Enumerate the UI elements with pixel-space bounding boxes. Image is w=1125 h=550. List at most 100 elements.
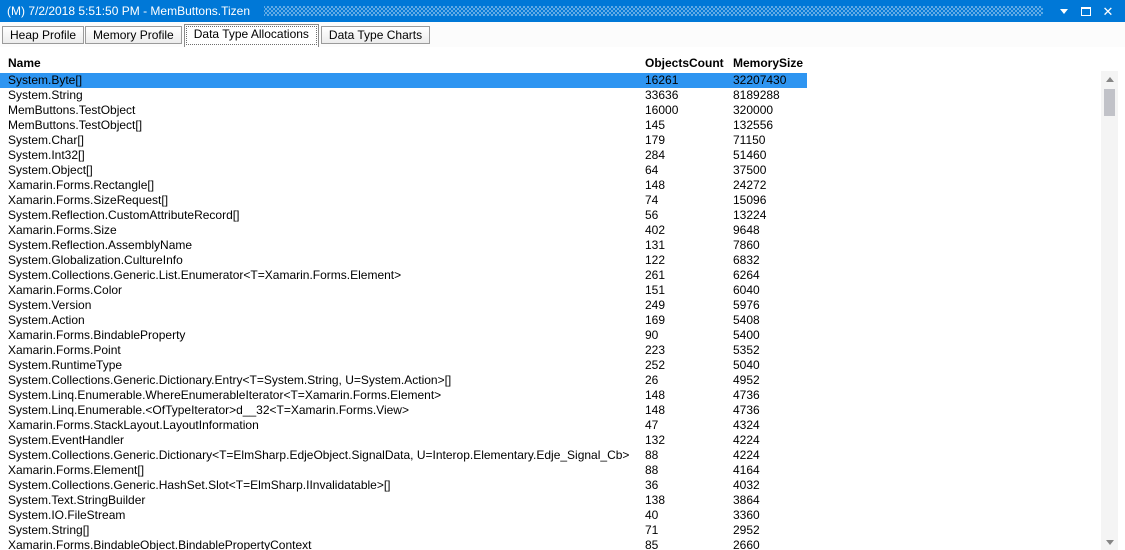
cell-objects-count: 148 — [645, 178, 666, 192]
table-row[interactable]: System.Reflection.CustomAttributeRecord[… — [0, 208, 807, 223]
close-button[interactable]: ✕ — [1097, 0, 1119, 22]
table-row[interactable]: System.Collections.Generic.Dictionary.En… — [0, 373, 807, 388]
table-row[interactable]: System.IO.FileStream 40 3360 — [0, 508, 807, 523]
cell-memory-size: 132556 — [733, 118, 774, 132]
cell-memory-size: 4164 — [733, 463, 760, 477]
cell-name: Xamarin.Forms.BindableObject.BindablePro… — [8, 538, 312, 550]
table-row[interactable]: System.Action 169 5408 — [0, 313, 807, 328]
tab-heap-profile[interactable]: Heap Profile — [2, 26, 85, 44]
table-row[interactable]: Xamarin.Forms.Point 223 5352 — [0, 343, 807, 358]
chevron-down-icon — [1060, 8, 1068, 14]
table-row[interactable]: System.Reflection.AssemblyName 131 7860 — [0, 238, 807, 253]
cell-memory-size: 37500 — [733, 163, 767, 177]
cell-objects-count: 85 — [645, 538, 659, 550]
table-row[interactable]: System.String 33636 8189288 — [0, 88, 807, 103]
cell-objects-count: 16261 — [645, 73, 679, 87]
cell-name: System.Linq.Enumerable.WhereEnumerableIt… — [8, 388, 442, 402]
cell-name: Xamarin.Forms.BindableProperty — [8, 328, 186, 342]
cell-memory-size: 51460 — [733, 148, 767, 162]
scroll-down-button[interactable] — [1101, 534, 1118, 550]
cell-memory-size: 4736 — [733, 388, 760, 402]
cell-objects-count: 64 — [645, 163, 659, 177]
table-row[interactable]: Xamarin.Forms.BindableProperty 90 5400 — [0, 328, 807, 343]
table-body: System.Byte[] 16261 32207430 System.String 3… — [0, 73, 1125, 550]
cell-memory-size: 8189288 — [733, 88, 780, 102]
table-row[interactable]: System.Text.StringBuilder 138 3864 — [0, 493, 807, 508]
table-row[interactable]: System.Char[] 179 71150 — [0, 133, 807, 148]
column-header-name[interactable]: Name — [8, 56, 41, 70]
scroll-up-button[interactable] — [1101, 71, 1118, 87]
cell-objects-count: 40 — [645, 508, 659, 522]
table-row[interactable]: System.Object[] 64 37500 — [0, 163, 807, 178]
table-row[interactable]: System.Linq.Enumerable.<OfTypeIterator>d… — [0, 403, 807, 418]
cell-memory-size: 4952 — [733, 373, 760, 387]
content-area: Name ObjectsCount MemorySize System.Byte[]… — [0, 53, 1125, 550]
cell-memory-size: 7860 — [733, 238, 760, 252]
maximize-button[interactable] — [1075, 0, 1097, 22]
cell-memory-size: 9648 — [733, 223, 760, 237]
cell-name: System.Version — [8, 298, 92, 312]
cell-objects-count: 261 — [645, 268, 666, 282]
column-header-memory-size[interactable]: MemorySize — [733, 56, 804, 70]
table-row[interactable]: System.Version 249 5976 — [0, 298, 807, 313]
cell-objects-count: 223 — [645, 343, 666, 357]
cell-objects-count: 284 — [645, 148, 666, 162]
table-row[interactable]: Xamarin.Forms.StackLayout.LayoutInformat… — [0, 418, 807, 433]
table-row[interactable]: System.RuntimeType 252 5040 — [0, 358, 807, 373]
table-row[interactable]: Xamarin.Forms.Color 151 6040 — [0, 283, 807, 298]
title-bar[interactable]: (M) 7/2/2018 5:51:50 PM - MemButtons.Tiz… — [0, 0, 1125, 22]
scroll-up-icon — [1105, 76, 1114, 82]
cell-name: System.Collections.Generic.HashSet.Slot<… — [8, 478, 391, 492]
cell-memory-size: 5408 — [733, 313, 760, 327]
column-header-objects-count[interactable]: ObjectsCount — [645, 56, 724, 70]
table-header: Name ObjectsCount MemorySize — [0, 53, 807, 73]
cell-memory-size: 4224 — [733, 433, 760, 447]
table-row[interactable]: System.Collections.Generic.Dictionary<T=… — [0, 448, 807, 463]
cell-memory-size: 4324 — [733, 418, 760, 432]
table-row[interactable]: System.Linq.Enumerable.WhereEnumerableIt… — [0, 388, 807, 403]
table-row[interactable]: System.String[] 71 2952 — [0, 523, 807, 538]
cell-objects-count: 252 — [645, 358, 666, 372]
cell-memory-size: 5400 — [733, 328, 760, 342]
tab-data-type-charts[interactable]: Data Type Charts — [320, 26, 431, 44]
titlebar-grip-dots — [264, 6, 1043, 16]
cell-objects-count: 88 — [645, 463, 659, 477]
cell-name: MemButtons.TestObject[] — [8, 118, 143, 132]
cell-memory-size: 5352 — [733, 343, 760, 357]
cell-objects-count: 90 — [645, 328, 659, 342]
vertical-scrollbar[interactable] — [1101, 71, 1118, 550]
table-row[interactable]: System.Byte[] 16261 32207430 — [0, 73, 807, 88]
table-row[interactable]: Xamarin.Forms.BindableObject.BindablePro… — [0, 538, 807, 550]
table-row[interactable]: Xamarin.Forms.Size 402 9648 — [0, 223, 807, 238]
cell-memory-size: 4032 — [733, 478, 760, 492]
table-row[interactable]: System.Collections.Generic.List.Enumerat… — [0, 268, 807, 283]
cell-name: Xamarin.Forms.StackLayout.LayoutInformat… — [8, 418, 259, 432]
cell-name: System.String — [8, 88, 83, 102]
table-row[interactable]: MemButtons.TestObject 16000 320000 — [0, 103, 807, 118]
table-row[interactable]: System.Collections.Generic.HashSet.Slot<… — [0, 478, 807, 493]
table-row[interactable]: Xamarin.Forms.Element[] 88 4164 — [0, 463, 807, 478]
table-row[interactable]: System.Globalization.CultureInfo 122 6832 — [0, 253, 807, 268]
cell-name: Xamarin.Forms.Rectangle[] — [8, 178, 155, 192]
cell-name: System.EventHandler — [8, 433, 125, 447]
window-title: (M) 7/2/2018 5:51:50 PM - MemButtons.Tiz… — [7, 4, 250, 18]
cell-objects-count: 47 — [645, 418, 659, 432]
scroll-down-icon — [1105, 539, 1114, 545]
cell-objects-count: 179 — [645, 133, 666, 147]
cell-name: System.Collections.Generic.Dictionary.En… — [8, 373, 452, 387]
tab-memory-profile[interactable]: Memory Profile — [85, 26, 182, 44]
table-row[interactable]: System.Int32[] 284 51460 — [0, 148, 807, 163]
cell-name: Xamarin.Forms.Color — [8, 283, 123, 297]
cell-objects-count: 138 — [645, 493, 666, 507]
table-row[interactable]: System.EventHandler 132 4224 — [0, 433, 807, 448]
table-row[interactable]: Xamarin.Forms.Rectangle[] 148 24272 — [0, 178, 807, 193]
cell-objects-count: 74 — [645, 193, 659, 207]
cell-memory-size: 4736 — [733, 403, 760, 417]
scrollbar-thumb[interactable] — [1104, 89, 1115, 116]
cell-memory-size: 32207430 — [733, 73, 787, 87]
table-row[interactable]: Xamarin.Forms.SizeRequest[] 74 15096 — [0, 193, 807, 208]
cell-name: System.Reflection.AssemblyName — [8, 238, 193, 252]
table-row[interactable]: MemButtons.TestObject[] 145 132556 — [0, 118, 807, 133]
window-menu-button[interactable] — [1053, 0, 1075, 22]
tab-data-type-allocations[interactable]: Data Type Allocations — [183, 24, 319, 47]
